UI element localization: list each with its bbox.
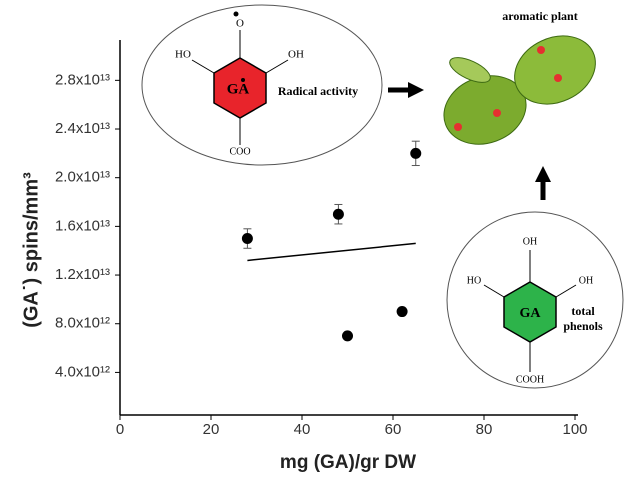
x-axis-label: mg (GA)/gr DW [280, 452, 416, 473]
diagram-label: Radical activity [278, 84, 358, 98]
atom-label: OH [523, 236, 537, 247]
atom-label: HO [467, 275, 481, 286]
atom-label: O [236, 18, 244, 30]
arrow-head [535, 166, 551, 182]
data-point [342, 330, 353, 342]
x-tick-label: 60 [385, 421, 402, 438]
x-tick-label: 80 [476, 421, 493, 438]
ring-label: GA [520, 306, 542, 321]
leaf-dot [454, 123, 462, 131]
x-tick-label: 0 [116, 421, 124, 438]
atom-label: COOH [516, 374, 544, 385]
diagram-label: aromatic plant [502, 9, 577, 23]
x-tick-label: 20 [203, 421, 220, 438]
diagram-label: phenols [563, 319, 603, 333]
y-tick-label: 8.0x10¹² [55, 315, 110, 332]
y-tick-label: 4.0x10¹² [55, 363, 110, 380]
fit-line [247, 242, 416, 262]
x-tick-label: 100 [562, 421, 587, 438]
bond [191, 59, 215, 74]
x-tick-label: 40 [294, 421, 311, 438]
diagram-label: total [571, 304, 595, 318]
bond [555, 284, 577, 298]
atom-label: OH [579, 275, 593, 286]
leaf [449, 57, 491, 83]
data-point [332, 208, 344, 220]
radical-dot [233, 11, 239, 17]
atom-label: OH [288, 49, 304, 61]
arrow-head [408, 82, 424, 98]
data-point [396, 306, 408, 318]
y-tick-label: 1.6x10¹³ [55, 217, 110, 234]
leaf-dot [537, 46, 545, 54]
y-tick-label: 2.4x10¹³ [55, 120, 110, 137]
y-axis-label: (GA˙) spins/mm³ [20, 172, 42, 328]
data-point [410, 147, 422, 159]
atom-label: HO [175, 49, 191, 61]
leaf [514, 35, 596, 105]
leaf-dot [493, 109, 501, 117]
radical-dot [241, 78, 245, 82]
bond [265, 59, 289, 74]
bond [483, 284, 505, 298]
leaf-dot [554, 74, 562, 82]
y-tick-label: 1.2x10¹³ [55, 266, 110, 283]
y-tick-label: 2.0x10¹³ [55, 169, 110, 186]
y-tick-label: 2.8x10¹³ [55, 71, 110, 88]
atom-label: COO [229, 146, 250, 157]
ring-label: GA [227, 81, 250, 97]
data-point [241, 233, 253, 245]
